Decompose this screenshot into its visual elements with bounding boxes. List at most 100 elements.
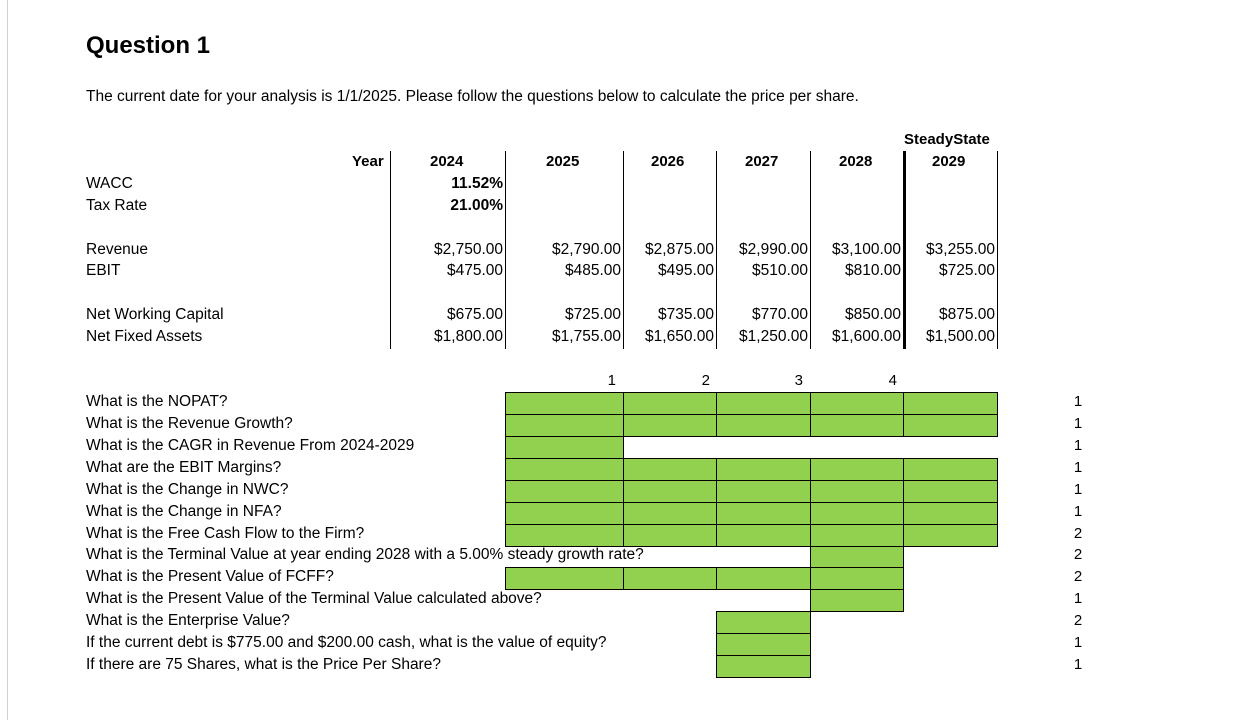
answer-cell-margin-2025[interactable] [505,458,624,481]
question-enterprise-value: What is the Enterprise Value? [86,612,290,629]
nwc-2028: $850.00 [844,306,901,323]
answer-cell-growth-2025[interactable] [505,414,624,437]
ebit-2024: $475.00 [446,262,503,279]
steady-state-divider [903,151,906,349]
period-number-4: 4 [888,372,897,389]
tax-rate-value: 21.00% [450,197,503,214]
answer-cell-fcff-2029[interactable] [903,524,998,547]
nfa-2029: $1,500.00 [926,328,995,345]
year-column-divider [390,151,391,349]
points-pv-terminal-value: 1 [1073,590,1083,607]
points-price-per-share: 1 [1073,656,1083,673]
answer-cell-pv-fcff-2026[interactable] [623,567,717,590]
answer-cell-growth-2028[interactable] [810,414,904,437]
year-2027: 2027 [745,153,779,170]
answer-cell-equity-value[interactable] [716,633,811,656]
answer-cell-enterprise-value[interactable] [716,611,811,634]
points-equity-value: 1 [1073,634,1083,651]
question-equity-value: If the current debt is $775.00 and $200.… [86,634,607,651]
answer-cell-nwc-2025[interactable] [505,480,624,503]
answer-cell-growth-2026[interactable] [623,414,717,437]
answer-cell-nopat-2029[interactable] [903,392,998,415]
year-2025: 2025 [546,153,580,170]
answer-cell-nopat-2027[interactable] [716,392,811,415]
answer-cell-nfa-2028[interactable] [810,502,904,525]
nwc-2026: $735.00 [657,306,714,323]
question-change-nwc: What is the Change in NWC? [86,481,289,498]
question-change-nfa: What is the Change in NFA? [86,503,282,520]
revenue-2028: $3,100.00 [832,241,901,258]
year-label: Year [352,153,384,170]
question-nopat: What is the NOPAT? [86,393,228,410]
points-change-nwc: 1 [1073,481,1083,498]
ebit-2029: $725.00 [938,262,995,279]
revenue-label: Revenue [86,241,149,258]
steady-state-label: SteadyState [904,131,990,148]
answer-cell-growth-2027[interactable] [716,414,811,437]
answer-cell-growth-2029[interactable] [903,414,998,437]
col-divider-2027 [810,151,811,349]
col-divider-2029 [997,151,998,349]
answer-cell-margin-2029[interactable] [903,458,998,481]
nfa-2026: $1,650.00 [645,328,714,345]
col-divider-2025 [623,151,624,349]
answer-cell-nwc-2027[interactable] [716,480,811,503]
points-terminal-value: 2 [1073,546,1083,563]
wacc-label: WACC [86,175,133,192]
col-divider-2026 [716,151,717,349]
answer-cell-nfa-2029[interactable] [903,502,998,525]
year-2024: 2024 [430,153,464,170]
year-2026: 2026 [651,153,685,170]
answer-cell-fcff-2027[interactable] [716,524,811,547]
answer-cell-nfa-2025[interactable] [505,502,624,525]
ebit-2027: $510.00 [751,262,808,279]
nfa-2028: $1,600.00 [832,328,901,345]
nfa-2027: $1,250.00 [739,328,808,345]
ebit-2026: $495.00 [657,262,714,279]
question-cagr: What is the CAGR in Revenue From 2024-20… [86,437,415,454]
answer-cell-fcff-2026[interactable] [623,524,717,547]
answer-cell-price-per-share[interactable] [716,655,811,678]
answer-cell-nfa-2026[interactable] [623,502,717,525]
tax-rate-label: Tax Rate [86,197,148,214]
year-2028: 2028 [839,153,873,170]
ebit-2025: $485.00 [564,262,621,279]
answer-cell-fcff-2028[interactable] [810,524,904,547]
answer-cell-nfa-2027[interactable] [716,502,811,525]
question-price-per-share: If there are 75 Shares, what is the Pric… [86,656,441,673]
nfa-label: Net Fixed Assets [86,328,203,345]
period-number-2: 2 [701,372,710,389]
nwc-2025: $725.00 [564,306,621,323]
points-revenue-growth: 1 [1073,415,1083,432]
revenue-2025: $2,790.00 [552,241,621,258]
question-pv-terminal-value: What is the Present Value of the Termina… [86,590,542,607]
question-fcff: What is the Free Cash Flow to the Firm? [86,525,365,542]
intro-text: The current date for your analysis is 1/… [86,88,859,105]
nwc-label: Net Working Capital [86,306,224,323]
answer-cell-margin-2026[interactable] [623,458,717,481]
answer-cell-fcff-2025[interactable] [505,524,624,547]
question-revenue-growth: What is the Revenue Growth? [86,415,293,432]
answer-cell-cagr[interactable] [505,436,624,459]
answer-cell-terminal-value[interactable] [810,546,904,569]
answer-cell-nwc-2026[interactable] [623,480,717,503]
period-number-3: 3 [794,372,803,389]
answer-cell-nopat-2028[interactable] [810,392,904,415]
nwc-2024: $675.00 [446,306,503,323]
answer-cell-pv-fcff-2028[interactable] [810,567,904,590]
revenue-2029: $3,255.00 [926,241,995,258]
answer-cell-pv-fcff-2025[interactable] [505,567,624,590]
revenue-2024: $2,750.00 [434,241,503,258]
revenue-2027: $2,990.00 [739,241,808,258]
answer-cell-nwc-2028[interactable] [810,480,904,503]
answer-cell-pv-terminal-value[interactable] [810,589,904,612]
answer-cell-nopat-2026[interactable] [623,392,717,415]
points-change-nfa: 1 [1073,503,1083,520]
answer-cell-nopat-2025[interactable] [505,392,624,415]
wacc-value: 11.52% [451,175,503,192]
answer-cell-nwc-2029[interactable] [903,480,998,503]
answer-cell-margin-2028[interactable] [810,458,904,481]
answer-cell-margin-2027[interactable] [716,458,811,481]
answer-cell-pv-fcff-2027[interactable] [716,567,811,590]
revenue-2026: $2,875.00 [645,241,714,258]
